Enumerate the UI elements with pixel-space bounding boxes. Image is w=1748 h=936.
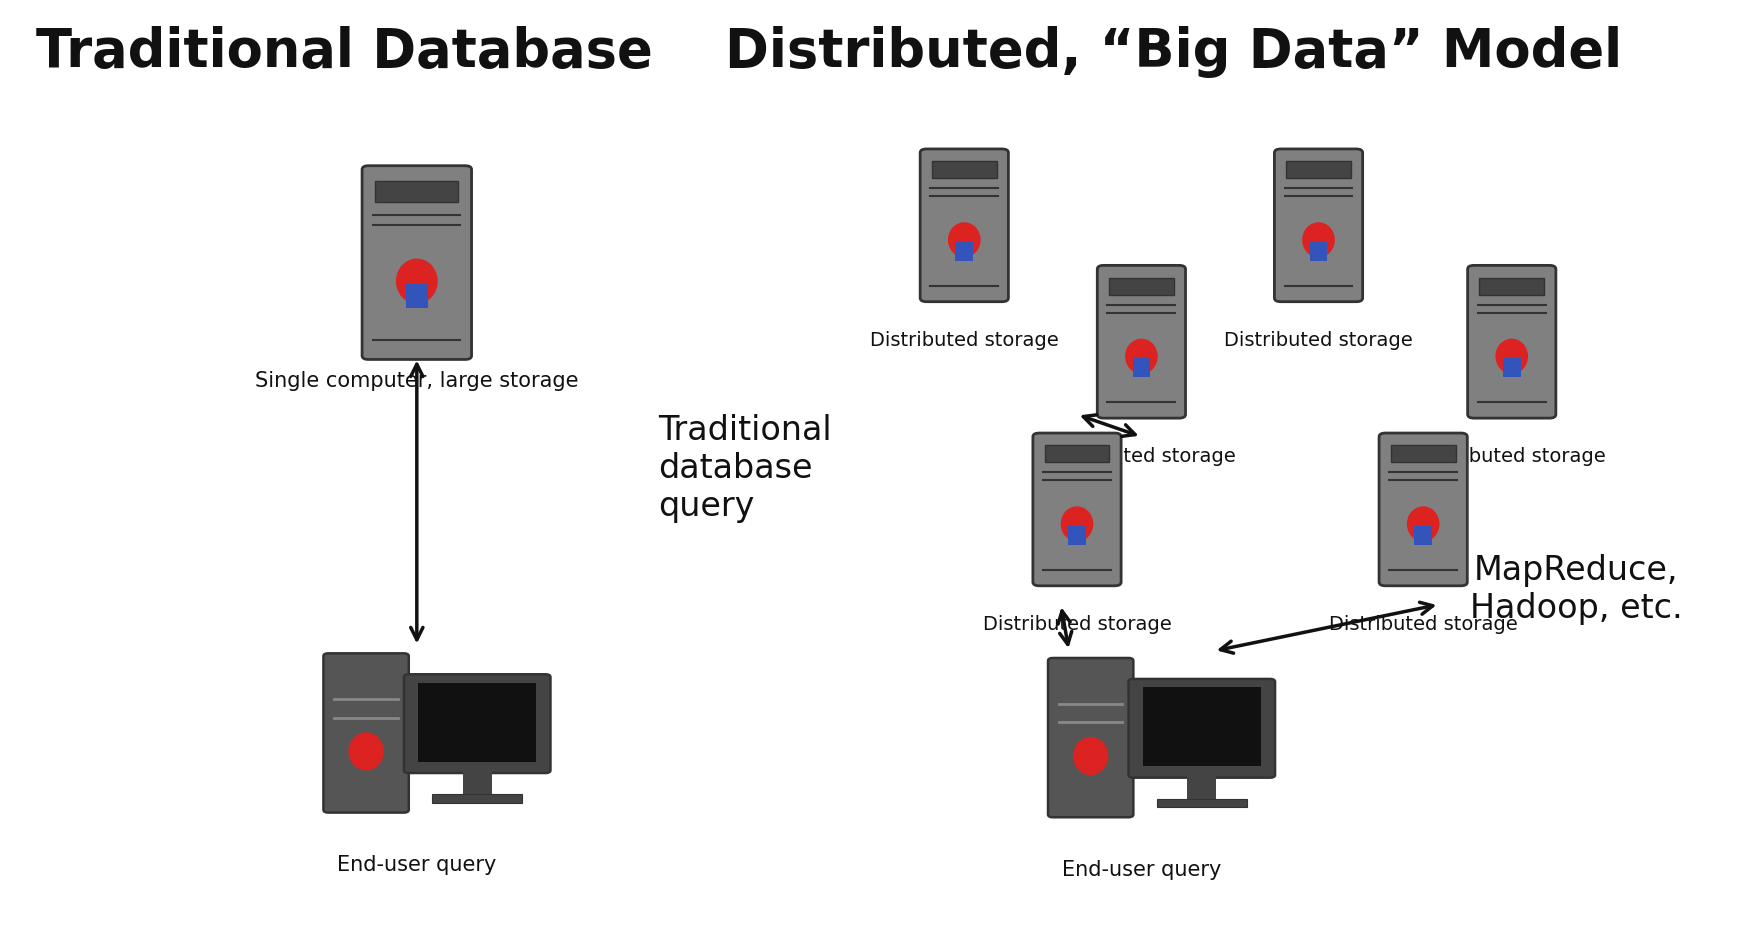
Text: Distributed, “Big Data” Model: Distributed, “Big Data” Model bbox=[725, 26, 1622, 78]
FancyBboxPatch shape bbox=[404, 675, 551, 773]
FancyBboxPatch shape bbox=[323, 653, 409, 812]
Bar bbox=[1143, 688, 1260, 767]
Bar bbox=[406, 285, 428, 309]
Bar bbox=[1045, 446, 1110, 462]
Ellipse shape bbox=[395, 259, 437, 304]
Bar bbox=[418, 683, 537, 762]
Bar bbox=[1157, 799, 1246, 808]
Ellipse shape bbox=[348, 733, 385, 770]
Text: Distributed storage: Distributed storage bbox=[1328, 614, 1517, 633]
FancyBboxPatch shape bbox=[1129, 680, 1274, 778]
Ellipse shape bbox=[1061, 506, 1092, 542]
FancyBboxPatch shape bbox=[1033, 433, 1120, 586]
Ellipse shape bbox=[947, 223, 981, 258]
Bar bbox=[932, 162, 996, 179]
Ellipse shape bbox=[1302, 223, 1335, 258]
FancyBboxPatch shape bbox=[1098, 266, 1185, 418]
Bar bbox=[1414, 526, 1432, 546]
Bar bbox=[1108, 279, 1175, 295]
Bar bbox=[376, 182, 458, 203]
Bar bbox=[463, 768, 491, 798]
Ellipse shape bbox=[1073, 738, 1108, 775]
FancyBboxPatch shape bbox=[362, 167, 472, 360]
Ellipse shape bbox=[1407, 506, 1440, 542]
Ellipse shape bbox=[1496, 340, 1528, 374]
Bar bbox=[1309, 242, 1327, 262]
Text: MapReduce,
Hadoop, etc.: MapReduce, Hadoop, etc. bbox=[1470, 553, 1683, 624]
Text: Single computer, large storage: Single computer, large storage bbox=[255, 371, 579, 390]
FancyBboxPatch shape bbox=[1049, 658, 1133, 817]
Bar bbox=[432, 795, 523, 803]
FancyBboxPatch shape bbox=[919, 150, 1009, 302]
FancyBboxPatch shape bbox=[1274, 150, 1363, 302]
FancyBboxPatch shape bbox=[1468, 266, 1556, 418]
Bar bbox=[1479, 279, 1543, 295]
Text: Distributed storage: Distributed storage bbox=[1047, 446, 1236, 465]
Text: Distributed storage: Distributed storage bbox=[982, 614, 1171, 633]
Ellipse shape bbox=[1126, 340, 1157, 374]
Bar bbox=[1503, 359, 1521, 378]
Bar bbox=[1068, 526, 1086, 546]
Bar bbox=[1133, 359, 1150, 378]
Text: End-user query: End-user query bbox=[1061, 859, 1222, 879]
Bar bbox=[1391, 446, 1456, 462]
Bar bbox=[956, 242, 974, 262]
Text: Distributed storage: Distributed storage bbox=[871, 330, 1059, 349]
Text: Traditional
database
query: Traditional database query bbox=[659, 414, 832, 522]
Text: End-user query: End-user query bbox=[337, 855, 496, 874]
Text: Distributed storage: Distributed storage bbox=[1224, 330, 1412, 349]
FancyBboxPatch shape bbox=[1379, 433, 1467, 586]
Text: Traditional Database: Traditional Database bbox=[37, 26, 652, 78]
Bar bbox=[1287, 162, 1351, 179]
Text: Distributed storage: Distributed storage bbox=[1418, 446, 1606, 465]
Bar bbox=[1187, 773, 1217, 803]
